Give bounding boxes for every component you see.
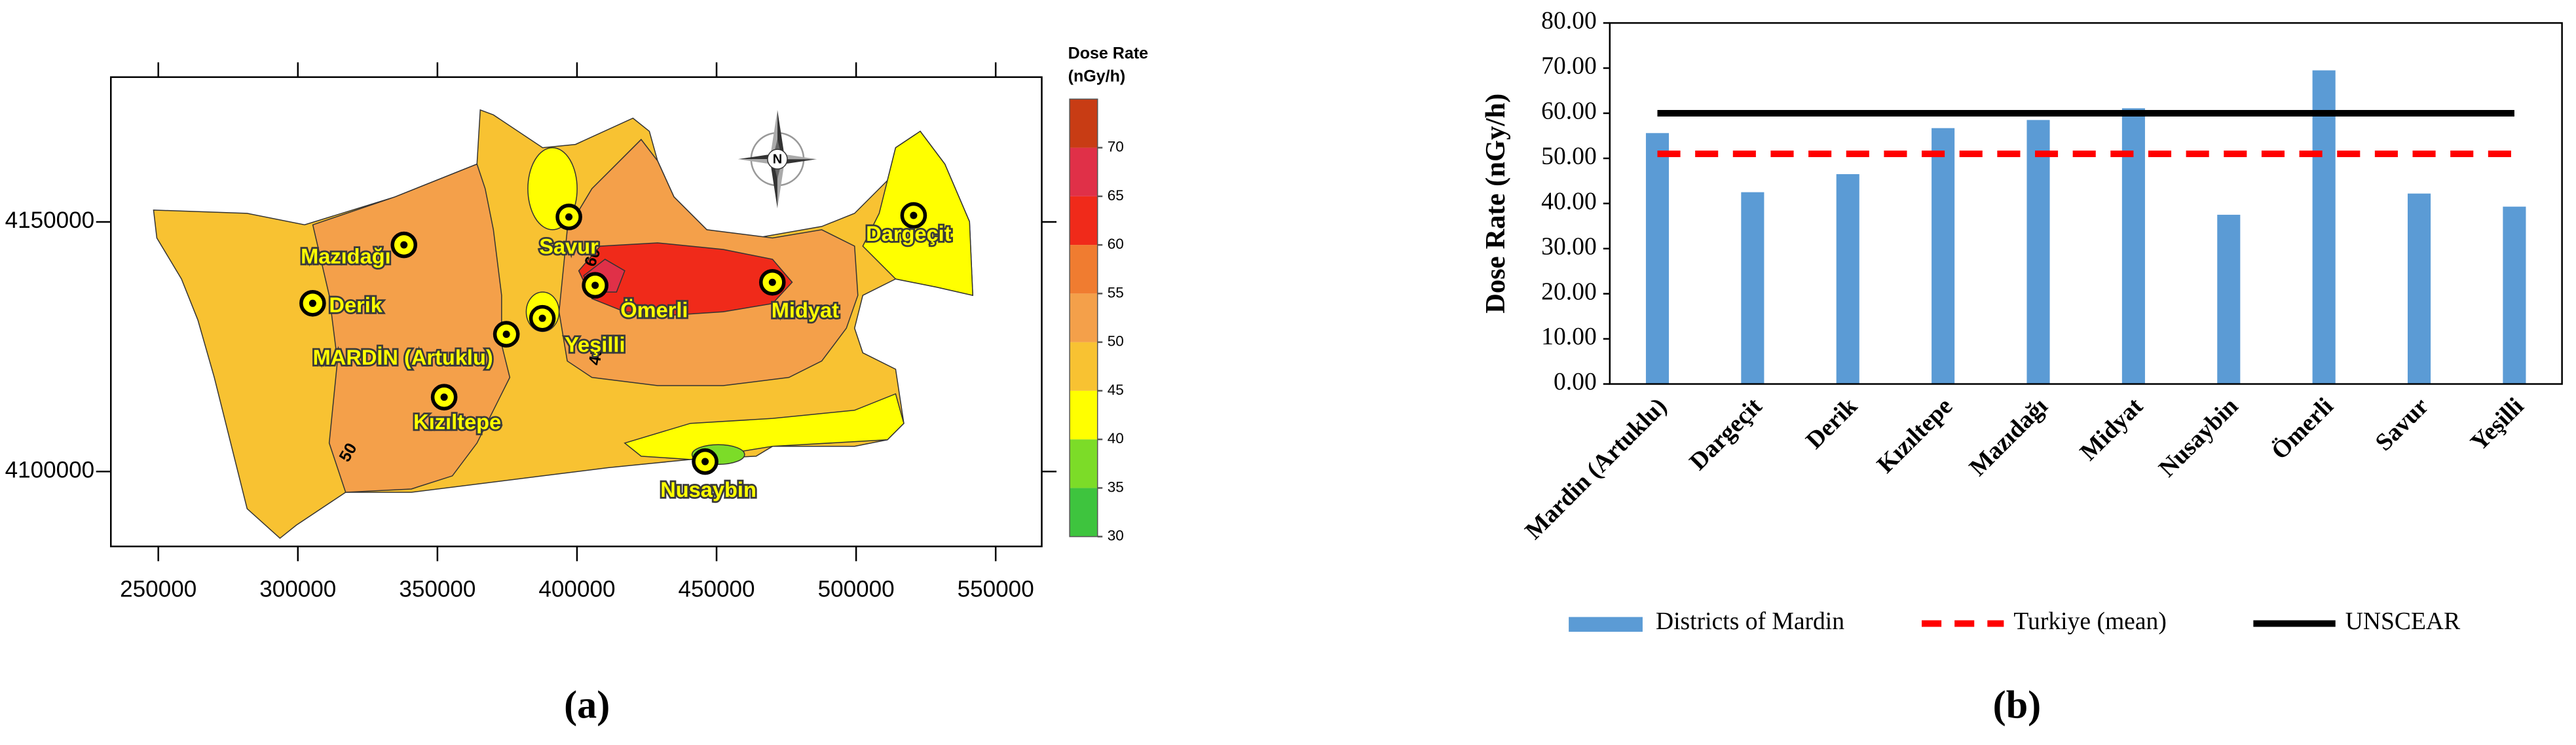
svg-text:N: N xyxy=(773,153,782,167)
x-tick-label: 500000 xyxy=(818,577,895,602)
place-label: Derik xyxy=(329,293,383,317)
colorbar-band xyxy=(1070,488,1098,537)
bar xyxy=(2217,215,2241,384)
caption: (a) xyxy=(564,683,610,727)
colorbar-tick-label: 40 xyxy=(1108,430,1124,446)
place-label: Mazıdağı xyxy=(301,245,391,268)
bar xyxy=(2026,120,2050,384)
y-tick-label: 80.00 xyxy=(1541,8,1597,35)
colorbar-tick-label: 70 xyxy=(1108,139,1124,155)
y-tick-label: 4150000 xyxy=(5,208,95,233)
y-tick-label: 40.00 xyxy=(1541,188,1597,215)
y-tick-label: 0.00 xyxy=(1554,369,1597,395)
place-marker-dot xyxy=(768,278,776,286)
bar xyxy=(2503,206,2526,384)
colorbar-tick-label: 50 xyxy=(1108,333,1124,350)
place-label: Dargeçit xyxy=(866,222,952,245)
colorbar-tick-label: 60 xyxy=(1108,236,1124,252)
x-tick-label: Ömerli xyxy=(2267,393,2339,465)
colorbar-band xyxy=(1070,245,1098,294)
colorbar-tick-label: 55 xyxy=(1108,284,1124,300)
place-marker-dot xyxy=(565,213,573,221)
x-tick-label: 550000 xyxy=(958,577,1034,602)
region-60-65 xyxy=(578,242,793,316)
bar xyxy=(1836,174,1859,384)
bar xyxy=(2121,108,2145,384)
colorbar-tick-label: 65 xyxy=(1108,187,1124,204)
place-label: Yeşilli xyxy=(565,333,625,356)
colorbar-band xyxy=(1070,390,1098,440)
place-marker-dot xyxy=(502,331,510,338)
y-tick-label: 30.00 xyxy=(1541,233,1597,260)
y-tick-label: 20.00 xyxy=(1541,278,1597,305)
contour-regions xyxy=(153,109,974,539)
bar-panel: 0.00 10.00 20.00 30.00 40.00 50.00 60.00 70.00 8… xyxy=(1480,8,2563,727)
bar xyxy=(1932,128,1955,384)
colorbar-frame xyxy=(1069,98,1098,537)
colorbar-tick-label: 35 xyxy=(1108,479,1124,495)
colorbar-title: (nGy/h) xyxy=(1068,67,1126,85)
region-40-45 xyxy=(624,393,905,460)
x-tick-label: Mardin (Artuklu) xyxy=(1520,393,1672,545)
place-label: Kızıltepe xyxy=(413,410,501,433)
contour-label: 45 xyxy=(586,345,607,366)
legend-label: Turkiye (mean) xyxy=(2013,608,2166,635)
colorbar-band xyxy=(1070,342,1098,391)
colorbar-band xyxy=(1070,293,1098,342)
x-tick-label: Kızıltepe xyxy=(1872,393,1958,479)
y-tick-label: 70.00 xyxy=(1541,53,1597,80)
region-50-55 xyxy=(312,163,511,493)
place-marker-dot xyxy=(308,299,316,307)
place-marker-dot xyxy=(440,393,448,401)
colorbar-tick-label: 45 xyxy=(1108,382,1124,398)
colorbar-band xyxy=(1070,196,1098,245)
place-label: Midyat xyxy=(772,299,839,322)
legend-label: UNSCEAR xyxy=(2345,608,2461,635)
x-tick-label: Savur xyxy=(2370,393,2434,456)
bar xyxy=(2408,193,2431,384)
caption: (b) xyxy=(1993,683,2042,727)
x-tick-label: 450000 xyxy=(679,577,755,602)
y-tick-label: 50.00 xyxy=(1541,143,1597,170)
place-marker-dot xyxy=(701,458,709,465)
place-marker-dot xyxy=(591,282,599,289)
y-tick-label: 60.00 xyxy=(1541,98,1597,125)
y-tick-label: 10.00 xyxy=(1541,323,1597,350)
place-label: Nusaybin xyxy=(660,478,756,501)
plot-frame xyxy=(1609,22,2563,385)
x-tick-label: Mazıdağı xyxy=(1964,393,2053,481)
x-tick-label: 350000 xyxy=(399,577,476,602)
x-tick-label: Dargeçit xyxy=(1685,393,1768,476)
legend-swatch xyxy=(1569,617,1643,632)
bar xyxy=(1741,192,1764,384)
legend-label: Districts of Mardin xyxy=(1656,608,1844,635)
x-tick-label: Nusaybin xyxy=(2154,393,2243,482)
y-axis-title: Dose Rate (nGy/h) xyxy=(1480,94,1511,314)
place-label: Ömerli xyxy=(620,299,688,322)
x-tick-label: 250000 xyxy=(120,577,196,602)
x-tick-label: Midyat xyxy=(2075,393,2148,466)
colorbar-title: Dose Rate xyxy=(1068,44,1149,62)
compass: N xyxy=(737,109,817,209)
bar xyxy=(2312,70,2336,384)
place-marker-dot xyxy=(538,314,546,322)
place-marker-dot xyxy=(910,211,918,219)
place-label: MARDİN (Artuklu) xyxy=(313,346,493,369)
colorbar-tick-label: 30 xyxy=(1108,528,1124,544)
place-label: Savur xyxy=(539,235,599,259)
colorbar-band xyxy=(1070,439,1098,488)
x-tick-label: Yeşilli xyxy=(2466,393,2529,456)
map-panel: N 250000 300000 350000 400000 450000 500000 55… xyxy=(5,44,1149,727)
bar xyxy=(1645,133,1670,384)
y-tick-label: 4100000 xyxy=(5,458,95,483)
place-marker-dot xyxy=(400,241,408,249)
x-tick-label: Derik xyxy=(1801,393,1863,454)
colorbar-band xyxy=(1070,99,1098,148)
colorbar-band xyxy=(1070,147,1098,196)
x-tick-label: 300000 xyxy=(259,577,336,602)
x-tick-label: 400000 xyxy=(538,577,615,602)
